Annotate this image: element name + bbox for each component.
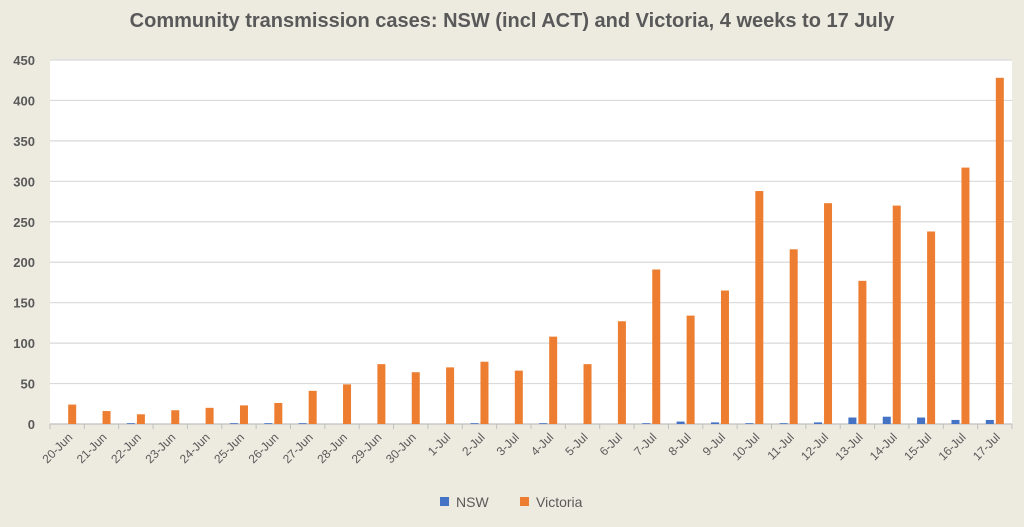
y-tick-label: 450 xyxy=(13,53,35,68)
y-tick-label: 400 xyxy=(13,93,35,108)
bar-victoria xyxy=(927,231,936,424)
x-tick-label: 14-Jul xyxy=(867,430,900,463)
bar-nsw xyxy=(642,423,651,424)
bar-victoria xyxy=(549,336,558,424)
y-tick-label: 350 xyxy=(13,134,35,149)
x-tick-label: 30-Jun xyxy=(383,430,419,466)
x-tick-label: 11-Jul xyxy=(764,430,796,462)
bar-victoria xyxy=(68,404,77,424)
bar-victoria xyxy=(995,77,1004,424)
x-tick-label: 13-Jul xyxy=(833,430,866,463)
bar-victoria xyxy=(824,203,833,424)
bar-victoria xyxy=(205,407,214,424)
bar-nsw xyxy=(676,421,685,424)
y-tick-label: 0 xyxy=(28,417,35,432)
bar-victoria xyxy=(377,364,386,424)
bar-victoria xyxy=(343,384,352,424)
x-tick-label: 10-Jul xyxy=(729,430,762,463)
x-tick-label: 15-Jul xyxy=(901,430,934,463)
bar-victoria xyxy=(308,390,317,424)
x-tick-label: 16-Jul xyxy=(936,430,969,463)
chart-title: Community transmission cases: NSW (incl … xyxy=(129,10,895,32)
x-tick-label: 17-Jul xyxy=(970,430,1003,463)
x-tick-label: 23-Jun xyxy=(143,430,179,466)
x-tick-label: 3-Jul xyxy=(494,430,522,458)
bar-victoria xyxy=(858,280,867,424)
bar-victoria xyxy=(961,167,970,425)
x-tick-label: 2-Jul xyxy=(459,430,487,458)
bar-victoria xyxy=(411,372,420,424)
x-tick-label: 5-Jul xyxy=(562,430,590,458)
y-tick-label: 150 xyxy=(13,296,35,311)
bar-victoria xyxy=(720,290,729,424)
bar-nsw xyxy=(264,423,273,424)
bar-nsw xyxy=(539,423,548,424)
bar-nsw xyxy=(814,422,823,424)
bar-nsw xyxy=(779,423,788,424)
x-tick-label: 24-Jun xyxy=(177,430,213,466)
bar-victoria xyxy=(617,321,626,424)
legend-swatch-victoria xyxy=(520,497,529,506)
y-tick-label: 100 xyxy=(13,336,35,351)
x-tick-label: 12-Jul xyxy=(798,430,831,463)
x-tick-label: 28-Jun xyxy=(314,430,350,466)
y-tick-label: 50 xyxy=(21,377,35,392)
plot-area xyxy=(50,60,1012,424)
x-tick-label: 25-Jun xyxy=(211,430,247,466)
bar-nsw xyxy=(298,423,307,424)
bar-victoria xyxy=(274,402,283,424)
bar-nsw xyxy=(917,417,926,424)
bar-nsw xyxy=(229,423,238,424)
x-tick-label: 8-Jul xyxy=(665,430,693,458)
x-tick-label: 27-Jun xyxy=(280,430,316,466)
bar-victoria xyxy=(652,269,661,424)
x-tick-label: 21-Jun xyxy=(74,430,110,466)
bar-nsw xyxy=(126,423,135,424)
x-tick-label: 29-Jun xyxy=(349,430,385,466)
bar-nsw xyxy=(745,423,754,424)
bar-victoria xyxy=(136,414,145,424)
bar-victoria xyxy=(583,364,592,424)
y-tick-label: 250 xyxy=(13,215,35,230)
y-tick-label: 200 xyxy=(13,255,35,270)
bar-nsw xyxy=(882,416,891,424)
legend-label-victoria: Victoria xyxy=(536,494,583,510)
bar-victoria xyxy=(171,410,180,424)
x-tick-label: 7-Jul xyxy=(631,430,659,458)
bar-nsw xyxy=(951,419,960,424)
legend-swatch-nsw xyxy=(440,497,449,506)
bar-victoria xyxy=(446,367,455,424)
bar-victoria xyxy=(514,370,523,424)
bar-nsw xyxy=(470,423,479,424)
x-tick-label: 9-Jul xyxy=(700,430,728,458)
bar-victoria xyxy=(102,411,111,424)
bar-nsw xyxy=(985,419,994,424)
bar-victoria xyxy=(892,205,901,424)
x-tick-label: 22-Jun xyxy=(108,430,144,466)
bar-victoria xyxy=(239,405,248,424)
y-tick-label: 300 xyxy=(13,174,35,189)
x-tick-label: 26-Jun xyxy=(246,430,282,466)
bar-victoria xyxy=(789,249,798,424)
bar-victoria xyxy=(755,191,764,424)
bar-nsw xyxy=(710,422,719,424)
x-tick-label: 6-Jul xyxy=(597,430,625,458)
legend-label-nsw: NSW xyxy=(456,494,489,510)
bar-victoria xyxy=(686,315,695,424)
x-tick-label: 4-Jul xyxy=(528,430,556,458)
bar-victoria xyxy=(480,361,489,424)
bar-nsw xyxy=(848,417,857,424)
x-tick-label: 20-Jun xyxy=(39,430,75,466)
x-tick-label: 1-Jul xyxy=(425,430,453,458)
